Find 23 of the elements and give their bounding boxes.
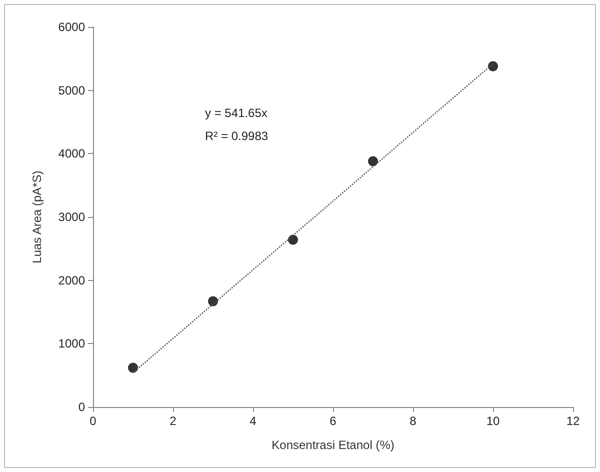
- annotation: R² = 0.9983: [205, 129, 268, 143]
- y-tick-label: 4000: [58, 146, 86, 161]
- point: [488, 61, 498, 72]
- y-tick-label: 5000: [58, 83, 86, 98]
- annotation: y = 541.65x: [205, 106, 268, 120]
- x-tick-label: 4: [250, 414, 257, 428]
- x-axis-title: Konsentrasi Etanol (%): [272, 438, 394, 452]
- point: [368, 156, 378, 166]
- y-tick-label: 0: [78, 400, 86, 414]
- point: [288, 234, 298, 245]
- y-axis-title: Luas Area (pA*S): [30, 170, 44, 264]
- y-tick-label: 2000: [58, 273, 86, 288]
- y-tick-label: 6000: [58, 20, 86, 34]
- y-tick-label: 1000: [58, 336, 86, 351]
- x-tick-label: 8: [410, 414, 417, 428]
- x-tick-label: 2: [170, 414, 177, 428]
- x-tick-label: 12: [566, 414, 580, 428]
- y-tick-label: 3000: [58, 210, 86, 224]
- point: [128, 362, 138, 373]
- point: [208, 296, 218, 306]
- x-tick-label: 10: [486, 414, 500, 428]
- x-tick-label: 0: [90, 414, 97, 428]
- x-tick-label: 6: [330, 414, 337, 428]
